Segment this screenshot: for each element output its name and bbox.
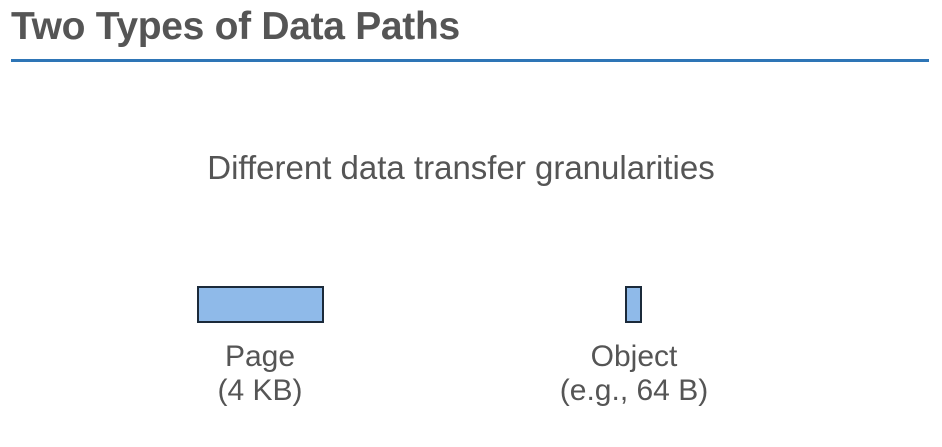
object-label: Object (e.g., 64 B) [534,340,734,408]
object-block [625,286,642,323]
page-label: Page (4 KB) [160,340,360,408]
object-label-size: (e.g., 64 B) [559,374,709,407]
page-label-size: (4 KB) [217,374,303,407]
slide-title: Two Types of Data Paths [11,5,460,48]
page-block [197,286,324,323]
subtitle: Different data transfer granularities [207,149,715,186]
title-underline [11,59,929,62]
object-label-name: Object [590,340,678,373]
page-label-name: Page [224,340,296,373]
